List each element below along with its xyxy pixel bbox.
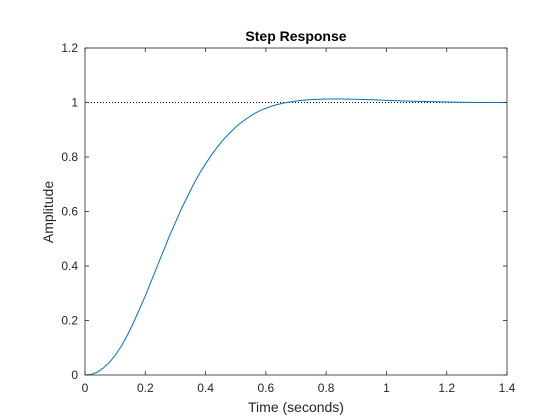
x-tick-label: 0.4 [197,381,214,395]
x-tick-label: 1.4 [499,381,516,395]
x-tick-label: 0.8 [318,381,335,395]
x-tick-label: 0.6 [258,381,275,395]
x-axis-label: Time (seconds) [248,399,344,415]
x-tick-label: 1 [383,381,390,395]
y-tick-label: 1 [71,96,78,110]
chart-title: Step Response [245,28,346,44]
step-response-line [84,98,507,376]
y-tick-label: 1.2 [61,41,78,55]
x-tick-label: 1.2 [438,381,455,395]
y-tick-label: 0.8 [61,150,78,164]
y-axis-label: Amplitude [40,181,56,243]
y-tick-label: 0 [71,368,78,382]
y-tick-label: 0.6 [61,205,78,219]
series-layer [84,98,507,376]
x-tick-label: 0.2 [137,381,154,395]
plot-area [85,48,507,375]
tick-layer: 0 0.2 0.4 0.6 0.8 1 1.2 1.4 0 0.2 0.4 0.6 0.8 1 1.2 [61,41,515,395]
y-tick-label: 0.4 [61,259,78,273]
y-tick-label: 0.2 [61,314,78,328]
x-tick-label: 0 [82,381,89,395]
